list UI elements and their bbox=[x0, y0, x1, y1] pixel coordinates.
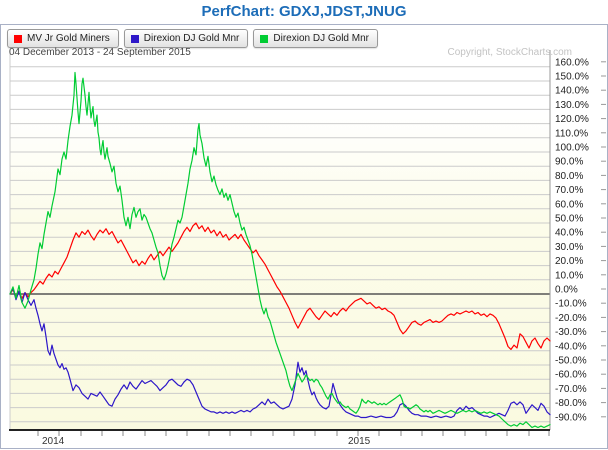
svg-text:50.0%: 50.0% bbox=[555, 214, 583, 225]
svg-text:90.0%: 90.0% bbox=[555, 157, 583, 168]
svg-text:30.0%: 30.0% bbox=[555, 242, 583, 253]
date-range-label: 04 December 2013 - 24 September 2015 bbox=[9, 47, 191, 58]
svg-text:60.0%: 60.0% bbox=[555, 199, 583, 210]
svg-text:120.0%: 120.0% bbox=[555, 114, 589, 125]
svg-text:140.0%: 140.0% bbox=[555, 86, 589, 97]
svg-text:-60.0%: -60.0% bbox=[555, 370, 587, 381]
legend-item-jdst[interactable]: Direxion DJ Gold Mnr bbox=[123, 29, 249, 48]
jnug-color-swatch-icon bbox=[260, 34, 269, 43]
svg-text:-10.0%: -10.0% bbox=[555, 299, 587, 310]
svg-text:80.0%: 80.0% bbox=[555, 171, 583, 182]
legend-label-jdst: Direxion DJ Gold Mnr bbox=[143, 33, 240, 44]
svg-text:2015: 2015 bbox=[348, 436, 371, 447]
svg-text:20.0%: 20.0% bbox=[555, 256, 583, 267]
svg-text:130.0%: 130.0% bbox=[555, 100, 589, 111]
page-title: PerfChart: GDXJ,JDST,JNUG bbox=[201, 3, 407, 20]
legend: MV Jr Gold Miners Direxion DJ Gold Mnr D… bbox=[7, 29, 378, 48]
legend-item-jnug[interactable]: Direxion DJ Gold Mnr bbox=[253, 29, 378, 48]
svg-text:0.0%: 0.0% bbox=[555, 285, 578, 296]
jdst-color-swatch-icon bbox=[130, 34, 139, 43]
svg-text:-40.0%: -40.0% bbox=[555, 341, 587, 352]
legend-item-gdxj[interactable]: MV Jr Gold Miners bbox=[7, 29, 119, 48]
copyright-label: Copyright, StockCharts.com bbox=[447, 47, 573, 58]
svg-text:110.0%: 110.0% bbox=[555, 128, 588, 139]
svg-text:-50.0%: -50.0% bbox=[555, 356, 587, 367]
svg-text:-90.0%: -90.0% bbox=[555, 412, 587, 423]
svg-text:10.0%: 10.0% bbox=[555, 270, 583, 281]
svg-text:40.0%: 40.0% bbox=[555, 228, 583, 239]
legend-label-jnug: Direxion DJ Gold Mnr bbox=[273, 33, 369, 44]
gdxj-color-swatch-icon bbox=[14, 34, 22, 43]
svg-text:-70.0%: -70.0% bbox=[555, 384, 587, 395]
svg-text:70.0%: 70.0% bbox=[555, 185, 583, 196]
svg-text:-30.0%: -30.0% bbox=[555, 327, 587, 338]
svg-text:150.0%: 150.0% bbox=[555, 72, 589, 83]
svg-text:-20.0%: -20.0% bbox=[555, 313, 587, 324]
legend-label-gdxj: MV Jr Gold Miners bbox=[27, 33, 110, 44]
svg-text:-80.0%: -80.0% bbox=[555, 398, 587, 409]
svg-text:2014: 2014 bbox=[42, 436, 65, 447]
svg-text:160.0%: 160.0% bbox=[555, 57, 589, 68]
svg-text:100.0%: 100.0% bbox=[555, 143, 589, 154]
